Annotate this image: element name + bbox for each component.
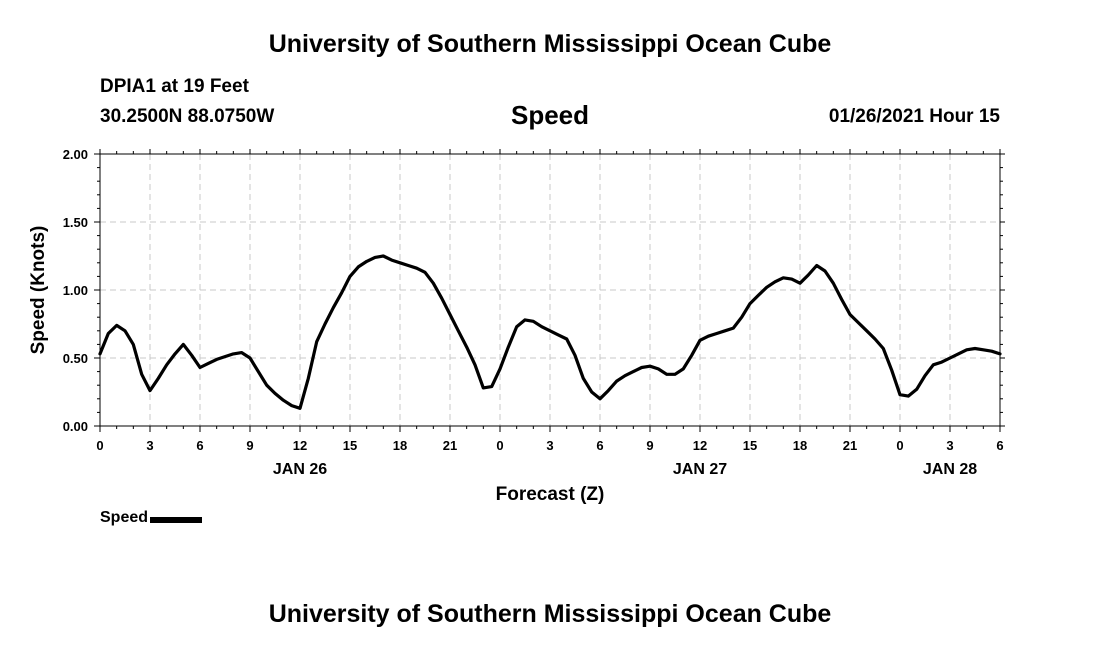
x-tick-label: 6 bbox=[196, 438, 203, 453]
y-tick-label: 1.00 bbox=[63, 283, 88, 298]
x-tick-label: 3 bbox=[146, 438, 153, 453]
page-title: University of Southern Mississippi Ocean… bbox=[268, 30, 832, 58]
x-tick-label: 0 bbox=[896, 438, 903, 453]
y-tick-label: 1.50 bbox=[63, 215, 88, 230]
date-label: JAN 27 bbox=[673, 461, 727, 478]
x-tick-label: 6 bbox=[596, 438, 603, 453]
x-tick-label: 15 bbox=[743, 438, 757, 453]
chart-grid bbox=[100, 154, 1000, 426]
x-tick-label: 18 bbox=[793, 438, 807, 453]
legend-swatch-speed bbox=[150, 517, 203, 523]
y-tick-label: 2.00 bbox=[63, 147, 88, 162]
x-tick-label: 0 bbox=[496, 438, 503, 453]
x-tick-label: 9 bbox=[246, 438, 253, 453]
x-tick-label: 21 bbox=[843, 438, 857, 453]
axis-ticks bbox=[94, 149, 1005, 432]
coordinates-label: 30.2500N 88.0750W bbox=[100, 106, 275, 127]
date-labels: JAN 26 JAN 27 JAN 28 bbox=[273, 461, 977, 478]
x-tick-label: 18 bbox=[393, 438, 407, 453]
chart-legend: Speed bbox=[100, 509, 203, 527]
date-label: JAN 26 bbox=[273, 461, 327, 478]
x-tick-label: 6 bbox=[996, 438, 1003, 453]
speed-series-line bbox=[98, 254, 1002, 410]
station-label: DPIA1 at 19 Feet bbox=[100, 76, 249, 97]
y-tick-label: 0.50 bbox=[63, 351, 88, 366]
x-tick-label: 9 bbox=[646, 438, 653, 453]
x-axis-label: Forecast (Z) bbox=[496, 484, 605, 505]
x-tick-label: 12 bbox=[693, 438, 707, 453]
x-tick-label: 0 bbox=[96, 438, 103, 453]
forecast-datetime: 01/26/2021 Hour 15 bbox=[828, 106, 1000, 127]
x-tick-label: 3 bbox=[946, 438, 953, 453]
x-tick-label: 3 bbox=[546, 438, 553, 453]
chart-title: Speed bbox=[510, 100, 590, 130]
x-tick-label: 12 bbox=[293, 438, 307, 453]
footer-title: University of Southern Mississippi Ocean… bbox=[268, 600, 832, 628]
legend-label-speed: Speed bbox=[100, 509, 149, 526]
y-axis-label: Speed (Knots) bbox=[28, 226, 49, 355]
y-tick-labels: 0.00 0.50 1.00 1.50 2.00 bbox=[63, 147, 88, 434]
date-label: JAN 28 bbox=[923, 461, 977, 478]
x-tick-label: 21 bbox=[443, 438, 457, 453]
x-tick-labels: 0 3 6 9 12 15 18 21 0 3 6 9 12 15 18 21 0 3 6 bbox=[96, 438, 1003, 453]
x-tick-label: 15 bbox=[343, 438, 357, 453]
y-tick-label: 0.00 bbox=[63, 419, 88, 434]
